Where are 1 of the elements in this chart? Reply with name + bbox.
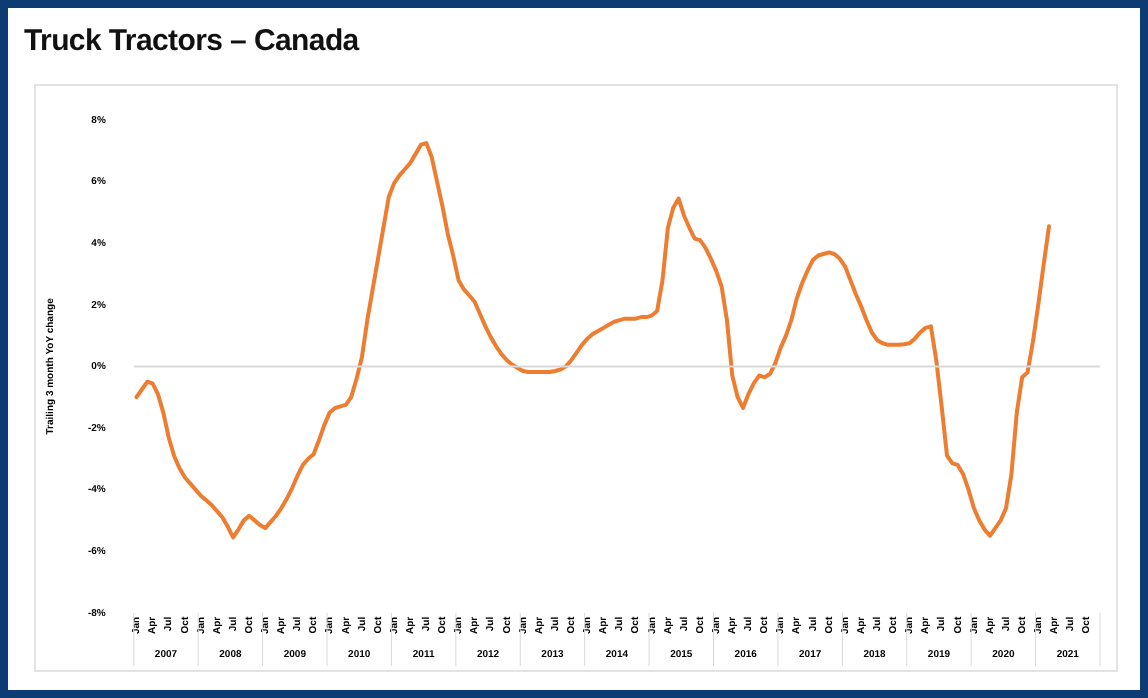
chart-title: Truck Tractors – Canada [24, 24, 359, 58]
